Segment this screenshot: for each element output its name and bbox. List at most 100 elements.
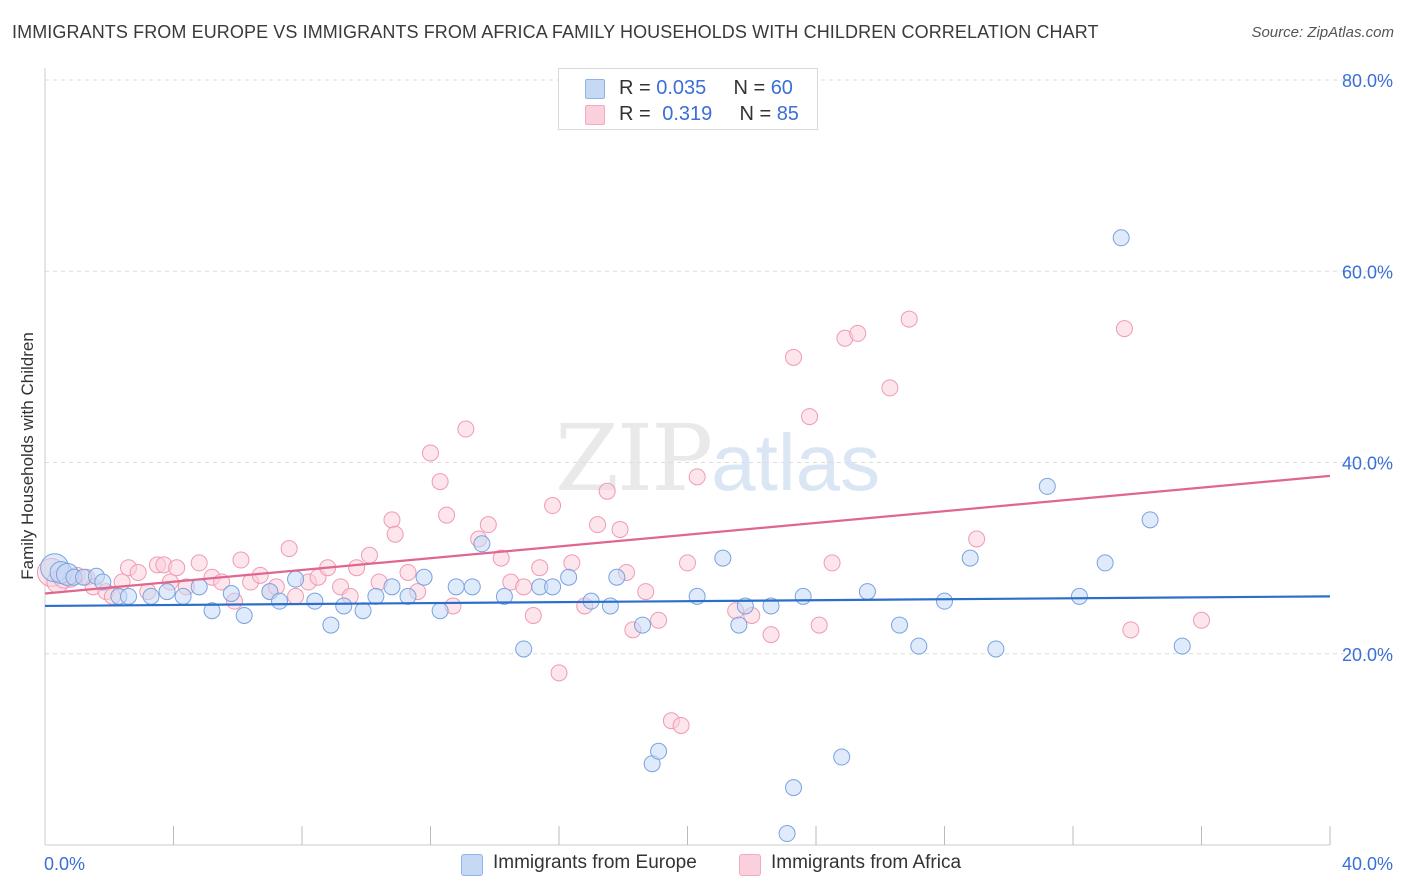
africa-point bbox=[287, 587, 305, 605]
africa-point bbox=[544, 497, 562, 515]
europe-n-value: 60 bbox=[770, 77, 793, 99]
watermark: ZIPatlas bbox=[555, 405, 880, 512]
africa-point bbox=[168, 559, 186, 577]
africa-point bbox=[531, 559, 549, 577]
africa-r-label: R = bbox=[619, 103, 657, 125]
africa-point bbox=[1193, 611, 1210, 629]
europe-point bbox=[1173, 637, 1191, 655]
europe-point bbox=[447, 578, 465, 596]
africa-point bbox=[383, 511, 401, 529]
africa-point bbox=[550, 664, 568, 682]
europe-point bbox=[431, 602, 449, 620]
africa-trend-line bbox=[44, 474, 1331, 595]
europe-point bbox=[987, 640, 1005, 658]
europe-point bbox=[287, 570, 305, 588]
africa-point bbox=[679, 554, 696, 572]
africa-point bbox=[823, 554, 841, 572]
x-tick-label: 0.0% bbox=[44, 854, 85, 874]
watermark-zip: ZIP bbox=[555, 405, 713, 512]
africa-point bbox=[810, 616, 828, 634]
europe-point bbox=[936, 592, 953, 610]
europe-point bbox=[1038, 477, 1056, 495]
trend-lines bbox=[44, 474, 1331, 608]
europe-point bbox=[515, 640, 533, 658]
europe-r-value: 0.035 bbox=[656, 77, 707, 99]
africa-point bbox=[881, 379, 899, 397]
axes bbox=[44, 68, 1331, 846]
africa-point bbox=[589, 516, 607, 534]
europe-point bbox=[335, 597, 353, 615]
africa-point bbox=[422, 444, 439, 462]
africa-point bbox=[232, 551, 250, 569]
y-tick-label: 60.0% bbox=[1342, 262, 1393, 282]
africa-point bbox=[900, 310, 918, 328]
europe-point bbox=[794, 587, 812, 605]
africa-n-label: N = bbox=[739, 103, 777, 125]
africa-legend-label: Immigrants from Africa bbox=[771, 852, 962, 873]
europe-point bbox=[910, 637, 928, 655]
europe-point bbox=[891, 616, 909, 634]
europe-point bbox=[94, 573, 112, 591]
europe-point bbox=[833, 748, 851, 766]
europe-point bbox=[778, 825, 796, 843]
africa-point bbox=[431, 473, 449, 491]
africa-point bbox=[637, 583, 655, 601]
africa-point bbox=[1122, 621, 1140, 639]
europe-legend-swatch bbox=[461, 854, 483, 876]
africa-point bbox=[438, 506, 456, 524]
stats-legend: R = 0.035 N = 60 R = 0.319 N = 85 bbox=[558, 68, 818, 130]
europe-point bbox=[158, 583, 176, 601]
africa-point bbox=[563, 554, 581, 572]
watermark-atlas: atlas bbox=[711, 418, 881, 507]
europe-r-label: R = bbox=[619, 77, 657, 99]
africa-point bbox=[129, 563, 147, 581]
africa-point bbox=[672, 716, 690, 734]
europe-point bbox=[473, 535, 491, 553]
europe-point bbox=[174, 587, 192, 605]
europe-point bbox=[383, 578, 401, 596]
africa-point bbox=[492, 549, 510, 567]
africa-point bbox=[399, 563, 417, 581]
africa-legend-swatch bbox=[739, 854, 761, 876]
europe-points bbox=[40, 229, 1191, 843]
y-tick-label: 40.0% bbox=[1342, 454, 1393, 474]
source-label: Source: ZipAtlas.com bbox=[1251, 24, 1394, 41]
europe-n-label: N = bbox=[733, 77, 771, 99]
europe-point bbox=[235, 607, 253, 624]
africa-point bbox=[280, 540, 298, 558]
europe-point bbox=[222, 585, 240, 603]
africa-point bbox=[611, 520, 629, 538]
africa-point bbox=[849, 324, 867, 342]
africa-point bbox=[190, 554, 208, 572]
europe-point bbox=[415, 568, 433, 586]
europe-point bbox=[1141, 511, 1159, 529]
europe-point bbox=[608, 568, 626, 586]
europe-point bbox=[785, 779, 803, 797]
africa-point bbox=[360, 546, 378, 564]
europe-point bbox=[762, 597, 780, 615]
europe-point bbox=[601, 597, 619, 615]
europe-point bbox=[730, 616, 748, 634]
africa-swatch bbox=[585, 105, 605, 125]
africa-point bbox=[762, 626, 780, 644]
europe-point bbox=[399, 587, 417, 605]
europe-point bbox=[714, 549, 732, 567]
africa-point bbox=[348, 559, 366, 577]
europe-point bbox=[306, 592, 324, 610]
europe-point bbox=[858, 583, 876, 601]
europe-point bbox=[120, 587, 138, 605]
tick-labels: 20.0% 40.0% 60.0% 80.0% 0.0% 40.0% bbox=[44, 71, 1393, 874]
europe-point bbox=[463, 578, 481, 596]
europe-point bbox=[961, 549, 979, 567]
europe-point bbox=[190, 578, 208, 596]
europe-point bbox=[322, 616, 340, 634]
europe-swatch bbox=[585, 79, 605, 99]
africa-n-value: 85 bbox=[776, 103, 799, 125]
africa-point bbox=[515, 578, 533, 596]
x-tick-label: 40.0% bbox=[1342, 854, 1393, 874]
africa-point bbox=[1115, 320, 1133, 338]
africa-r-value: 0.319 bbox=[662, 103, 713, 125]
africa-point bbox=[524, 607, 542, 624]
gridlines bbox=[45, 79, 1392, 655]
